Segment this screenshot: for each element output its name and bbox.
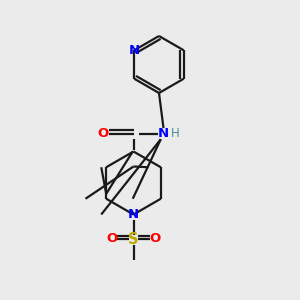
Text: O: O (149, 232, 161, 245)
Text: O: O (98, 127, 109, 140)
Text: N: N (129, 44, 140, 57)
Text: H: H (170, 127, 179, 140)
Text: S: S (128, 232, 139, 247)
Text: N: N (158, 127, 169, 140)
Text: O: O (106, 232, 118, 245)
Text: N: N (128, 208, 139, 221)
